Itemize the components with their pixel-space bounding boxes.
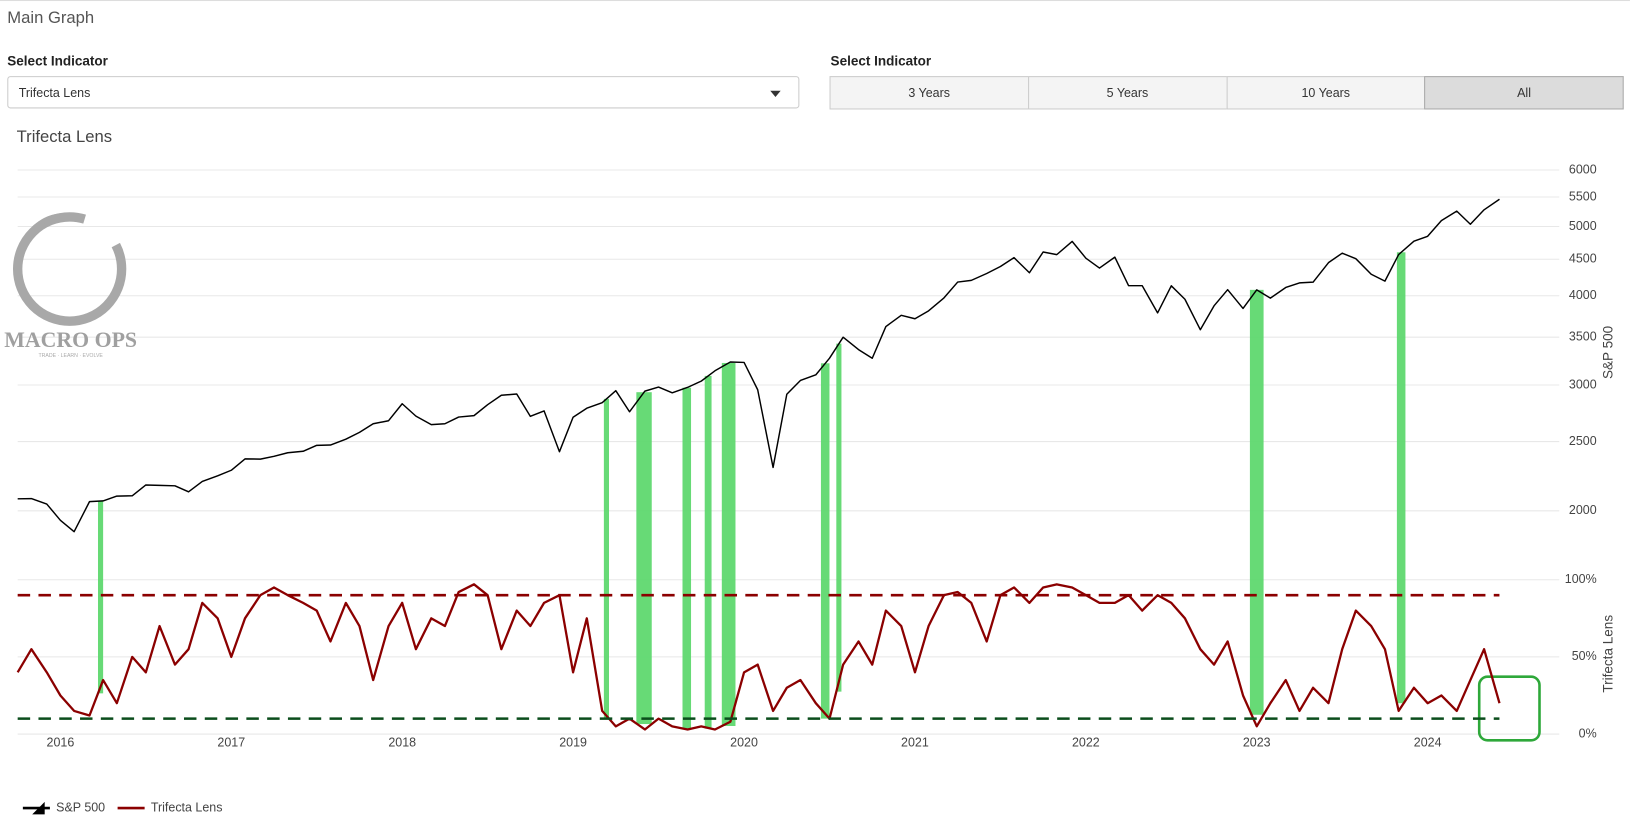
chart-title: Trifecta Lens [17, 127, 112, 146]
range-button[interactable]: 5 Years [1027, 76, 1228, 110]
highlight-band [836, 343, 842, 692]
x-tick-label: 2022 [1072, 736, 1100, 750]
logo: MACRO OPS TRADE · LEARN · EVOLVE [4, 212, 137, 359]
annotation-box [1477, 675, 1541, 742]
range-button[interactable]: 10 Years [1226, 76, 1426, 110]
x-tick-label: 2020 [730, 736, 758, 750]
y-tick-label: 3000 [1569, 377, 1597, 391]
x-tick-label: 2018 [388, 736, 416, 750]
logo-swoosh [29, 213, 73, 234]
highlight-band [682, 387, 692, 729]
legend-marker [32, 801, 45, 815]
dropdown-caret [770, 90, 781, 97]
logo-tagline: TRADE · LEARN · EVOLVE [38, 353, 103, 359]
series-line [16, 583, 1501, 731]
y-tick-label: 6000 [1569, 162, 1597, 176]
page-title: Main Graph [7, 9, 95, 28]
grid [17, 169, 1560, 735]
y-tick-label: 4000 [1569, 288, 1597, 302]
y-tick-label: 3500 [1569, 329, 1597, 343]
range-label: Select Indicator [830, 53, 932, 69]
y-tick-label: 5500 [1569, 189, 1597, 203]
range-buttons: 3 Years 5 Years 10 Years All [829, 76, 1624, 110]
y-tick-label: 4500 [1569, 252, 1597, 266]
range-button[interactable]: 3 Years [829, 76, 1029, 110]
x-tick-label: 2021 [901, 736, 929, 750]
highlight-band [1249, 289, 1264, 715]
y-axis-label: S&P 500 [1601, 326, 1616, 379]
highlight-band [721, 362, 736, 727]
dropdown-value: Trifecta Lens [18, 85, 91, 101]
series-line [17, 198, 1500, 533]
x-tick-label: 2024 [1414, 736, 1442, 750]
range-button[interactable]: All [1424, 76, 1624, 110]
highlight-band [97, 501, 104, 694]
x-tick-label: 2019 [559, 736, 587, 750]
logo-name: MACRO OPS [4, 328, 137, 352]
x-tick-label: 2023 [1243, 736, 1271, 750]
indicator-dropdown[interactable]: Trifecta Lens [7, 76, 800, 109]
x-tick-label: 2016 [47, 736, 75, 750]
y-tick-label: 2500 [1569, 434, 1597, 448]
highlight-band [603, 398, 610, 719]
highlight-band [704, 375, 712, 729]
y2-tick-label: 100% [1565, 572, 1597, 586]
highlight-band [636, 392, 652, 725]
legend-label: S&P 500 [56, 800, 105, 814]
y-tick-label: 2000 [1569, 503, 1597, 517]
indicator-label: Select Indicator [7, 53, 108, 69]
top-border [0, 0, 1630, 2]
y2-axis-label: Trifecta Lens [1601, 615, 1616, 693]
y2-tick-label: 50% [1572, 649, 1597, 663]
x-tick-label: 2017 [217, 736, 245, 750]
legend-label: Trifecta Lens [151, 800, 223, 814]
y2-tick-label: 0% [1579, 726, 1597, 740]
y-tick-label: 5000 [1569, 219, 1597, 233]
highlight-band [820, 363, 830, 719]
highlight-band [1396, 252, 1406, 704]
